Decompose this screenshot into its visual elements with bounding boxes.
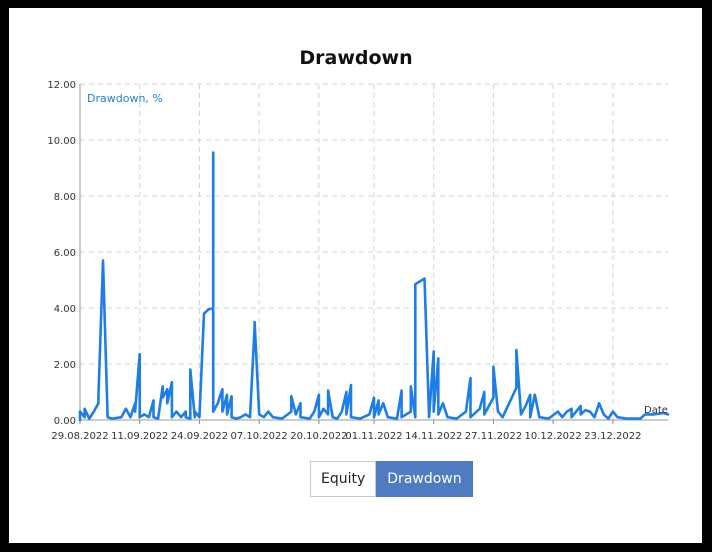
axes [79,84,668,424]
tab-equity[interactable]: Equity [310,461,377,497]
x-tick-label: 01.11.2022 [345,431,402,442]
x-tick-label: 29.08.2022 [51,431,108,442]
x-tick-label: 27.11.2022 [465,431,522,442]
y-tick-label: 2.00 [54,360,76,371]
series-layer [78,151,670,422]
series-label: Drawdown, % [87,92,163,105]
y-tick-label: 8.00 [54,192,76,203]
tick-labels: 0.00 2.00 4.00 6.00 8.00 10.00 12.00 29.08.2022… [47,80,641,442]
drawdown-series-line [78,151,670,422]
x-tick-label: 14.11.2022 [405,431,462,442]
y-tick-label: 10.00 [47,136,76,147]
x-tick-label: 24.09.2022 [171,431,228,442]
x-tick-label: 20.10.2022 [290,431,347,442]
y-tick-label: 6.00 [54,248,76,259]
grid-lines [80,83,668,420]
y-tick-label: 0.00 [54,416,76,427]
y-tick-label: 12.00 [47,80,76,91]
chart-title: Drawdown [299,47,413,69]
x-tick-label: 11.09.2022 [111,431,168,442]
x-tick-label: 07.10.2022 [231,431,288,442]
x-tick-label: 23.12.2022 [584,431,641,442]
x-axis-label: Date [644,405,668,416]
y-tick-label: 4.00 [54,304,76,315]
x-tick-label: 10.12.2022 [525,431,582,442]
tab-drawdown[interactable]: Drawdown [376,461,473,497]
chart-panel [9,8,702,543]
chart-tabs: Equity Drawdown [310,461,473,497]
